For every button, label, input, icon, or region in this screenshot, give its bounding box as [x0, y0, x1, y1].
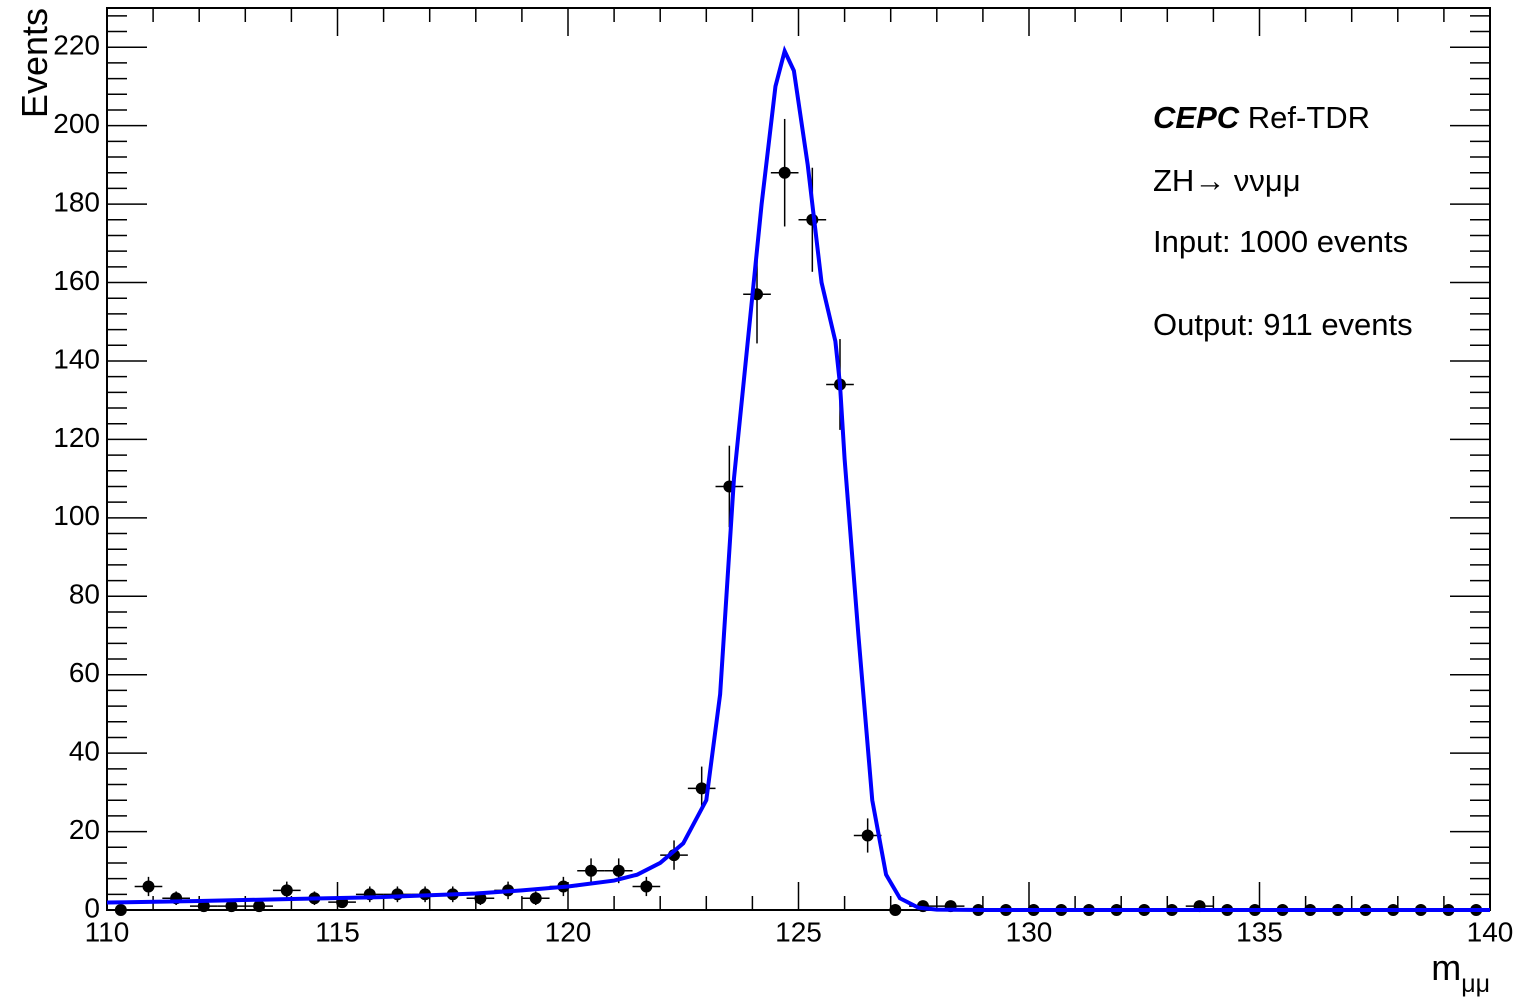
data-point [778, 166, 791, 179]
x-tick-label: 135 [1236, 916, 1283, 947]
y-axis-label: Events [14, 8, 55, 118]
data-point [142, 880, 155, 893]
data-point [225, 900, 238, 913]
fit-curve [106, 45, 1490, 912]
data-point [861, 829, 874, 842]
data-point [695, 782, 708, 795]
x-tick-label: 130 [1006, 916, 1053, 947]
annotation-process: ZH→ ννμμ [1153, 163, 1301, 198]
data-point [197, 900, 210, 913]
data-point [529, 892, 542, 905]
y-tick-label: 80 [69, 579, 100, 610]
y-tick-label: 180 [53, 186, 100, 217]
x-axis-label-main: m [1431, 947, 1461, 988]
data-point [280, 884, 293, 897]
y-tick-label: 220 [53, 30, 100, 61]
annotation: CEPC Ref-TDR [1153, 100, 1370, 135]
y-tick-label: 160 [53, 265, 100, 296]
y-tick-label: 120 [53, 422, 100, 453]
y-tick-label: 20 [69, 814, 100, 845]
data-point [889, 904, 902, 916]
data-point [640, 880, 653, 893]
x-tick-label: 125 [775, 916, 822, 947]
y-tick-label: 60 [69, 657, 100, 688]
data-point [585, 864, 598, 877]
data-point [253, 900, 266, 913]
annotation-input: Input: 1000 events [1153, 224, 1408, 259]
x-tick-label: 110 [85, 916, 130, 947]
data-point [612, 864, 625, 877]
y-tick-label: 200 [53, 108, 100, 139]
plot-frame [106, 7, 1491, 911]
y-tick-label: 100 [53, 500, 100, 531]
x-axis-label: mμμ [1431, 947, 1490, 998]
data-point [114, 904, 127, 916]
y-tick-label: 140 [53, 343, 100, 374]
y-tick-label: 0 [84, 892, 100, 923]
y-tick-label: 40 [69, 736, 100, 767]
x-tick-label: 120 [545, 916, 592, 947]
annotation-experiment: CEPC [1153, 100, 1240, 135]
x-axis-label-sub: μμ [1461, 970, 1490, 998]
annotation-output: Output: 911 events [1153, 307, 1413, 342]
x-tick-label: 140 [1467, 916, 1514, 947]
x-tick-label: 115 [315, 916, 360, 947]
annotation-tag: Ref-TDR [1248, 100, 1370, 135]
